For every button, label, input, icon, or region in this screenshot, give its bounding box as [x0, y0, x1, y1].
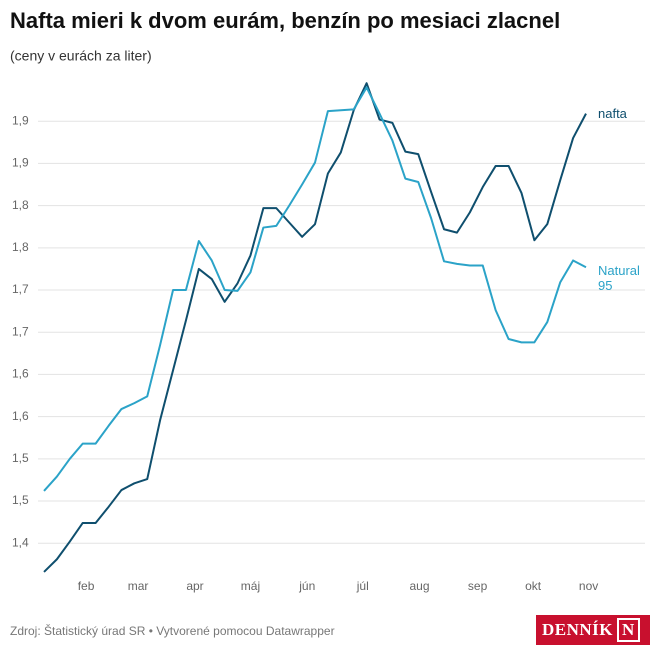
source: Zdroj: Štatistický úrad SR • Vytvorené p…: [10, 623, 335, 638]
chart-title: Nafta mieri k dvom eurám, benzín po mesi…: [10, 8, 560, 33]
x-tick-label: apr: [186, 579, 203, 593]
y-tick-label: 1,6: [12, 367, 29, 381]
x-tick-label: aug: [410, 579, 430, 593]
y-tick-label: 1,8: [12, 240, 29, 254]
logo-text: DENNÍK: [542, 620, 614, 639]
y-tick-label: 1,8: [12, 198, 29, 212]
y-tick-label: 1,7: [12, 324, 29, 338]
x-tick-label: sep: [468, 579, 488, 593]
y-tick-label: 1,5: [12, 493, 29, 507]
x-tick-label: máj: [241, 579, 260, 593]
x-tick-label: júl: [356, 579, 369, 593]
y-tick-label: 1,9: [12, 156, 29, 170]
logo: DENNÍK N: [536, 615, 650, 645]
series-line: [43, 86, 587, 492]
y-tick-label: 1,7: [12, 282, 29, 296]
y-tick-label: 1,4: [12, 535, 29, 549]
series-line: [43, 82, 587, 573]
chart-subtitle: (ceny v eurách za liter): [10, 48, 152, 64]
x-tick-label: okt: [525, 579, 542, 593]
y-tick-label: 1,6: [12, 409, 29, 423]
logo-mark: N: [617, 618, 640, 642]
y-tick-label: 1,5: [12, 451, 29, 465]
series-label: nafta: [598, 105, 627, 121]
x-tick-label: jún: [298, 579, 315, 593]
x-tick-label: mar: [128, 579, 149, 593]
x-tick-label: nov: [579, 579, 598, 593]
x-tick-label: feb: [78, 579, 95, 593]
series-label: Natural 95: [598, 263, 640, 294]
y-tick-label: 1,9: [12, 113, 29, 127]
